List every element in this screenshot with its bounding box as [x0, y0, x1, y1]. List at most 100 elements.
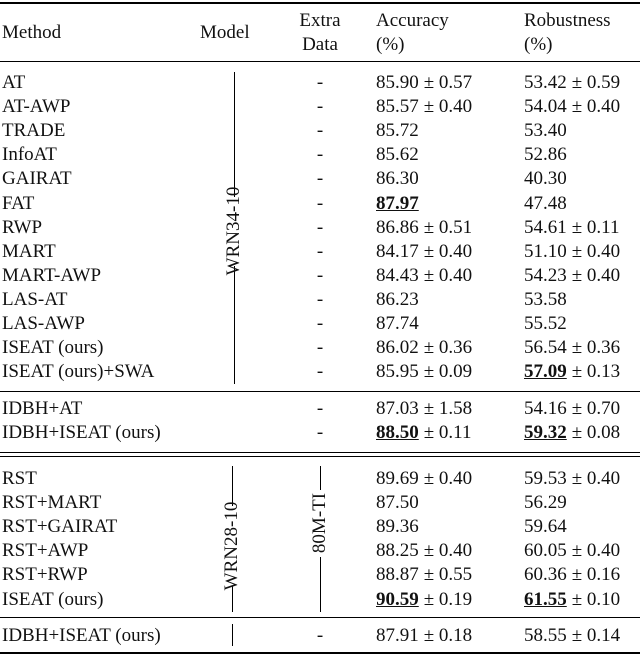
accuracy-cell: 88.87 ± 0.55 — [376, 564, 472, 586]
accuracy-cell: 86.23 — [376, 289, 419, 311]
top-rule — [0, 2, 640, 4]
method-cell: LAS-AWP — [2, 313, 85, 334]
text: ± 0.40 — [423, 264, 473, 286]
text: ± 0.51 — [423, 216, 473, 238]
text: ± 0.36 — [423, 337, 473, 359]
extra-cell: - — [316, 337, 324, 359]
robustness-cell: 60.05 ± 0.40 — [524, 540, 620, 562]
robustness-cell: 60.36 ± 0.16 — [524, 564, 620, 586]
text: 55.52 — [524, 313, 567, 334]
extra-cell: - — [316, 313, 324, 334]
robustness-cell: 54.23 ± 0.40 — [524, 265, 620, 287]
accuracy-cell: 86.86 ± 0.51 — [376, 217, 472, 239]
extra-cell: - — [316, 625, 324, 646]
method-cell: AT-AWP — [2, 96, 71, 118]
text: ± 0.40 — [423, 468, 473, 489]
accuracy-cell: 85.90 ± 0.57 — [376, 72, 472, 94]
text: 59.53 — [524, 468, 567, 489]
robustness-cell: 56.54 ± 0.36 — [524, 337, 620, 359]
text: 89.36 — [376, 516, 419, 538]
accuracy-cell: 84.43 ± 0.40 — [376, 265, 472, 287]
text: 59.64 — [524, 516, 567, 538]
text: 59.32 — [524, 422, 567, 444]
text: 86.02 — [376, 337, 419, 359]
header-accuracy: Accuracy — [376, 10, 449, 31]
extra-label: 80M-TI — [309, 492, 330, 554]
header-model: Model — [200, 22, 250, 43]
method-cell: IDBH+ISEAT (ours) — [2, 422, 161, 444]
robustness-cell: 59.32 ± 0.08 — [524, 422, 620, 444]
text: ± 0.40 — [423, 96, 473, 118]
header-method: Method — [2, 22, 62, 43]
text: ± 0.09 — [423, 361, 473, 383]
extra-cell: - — [316, 144, 324, 166]
accuracy-cell: 89.36 — [376, 516, 419, 538]
robustness-cell: 52.86 — [524, 144, 567, 166]
text: 60.05 — [524, 540, 567, 562]
text: 56.54 — [524, 337, 567, 359]
text: ± 1.58 — [423, 398, 473, 419]
model-label: WRN34-10 — [223, 186, 244, 276]
accuracy-cell: 86.30 — [376, 168, 419, 190]
method-cell: ISEAT (ours) — [2, 588, 104, 610]
accuracy-cell: 87.91 ± 0.18 — [376, 625, 472, 647]
method-cell: RST+AWP — [2, 540, 89, 562]
robustness-cell: 58.55 ± 0.14 — [524, 625, 620, 647]
header-extra: Extra — [299, 10, 341, 31]
method-cell: RST — [2, 468, 37, 489]
robustness-cell: 53.40 — [524, 120, 567, 142]
robustness-cell: 54.04 ± 0.40 — [524, 96, 620, 118]
text: ± 0.16 — [571, 564, 621, 586]
text: ± 0.40 — [571, 264, 621, 286]
text: 84.17 — [376, 240, 419, 262]
text: ± 0.70 — [571, 398, 621, 419]
robustness-cell: 55.52 — [524, 313, 567, 335]
extra-cell: - — [316, 264, 324, 286]
text: ± 0.40 — [423, 240, 473, 262]
text: 85.57 — [376, 96, 419, 118]
accuracy-cell: 85.62 — [376, 144, 419, 166]
text: ± 0.08 — [571, 422, 621, 444]
text: 53.42 — [524, 72, 567, 93]
text: 85.62 — [376, 144, 419, 166]
model-label: WRN28-10 — [221, 501, 242, 591]
extra-cell: - — [316, 168, 324, 190]
text: 51.10 — [524, 240, 567, 262]
robustness-cell: 40.30 — [524, 168, 567, 190]
robustness-cell: 54.16 ± 0.70 — [524, 398, 620, 420]
text: 61.55 — [524, 588, 567, 610]
model-bracket — [232, 624, 233, 646]
robustness-cell: 47.48 — [524, 193, 567, 215]
text: 54.23 — [524, 264, 567, 286]
accuracy-cell: 87.03 ± 1.58 — [376, 398, 472, 420]
text: 85.95 — [376, 361, 419, 383]
text: 86.30 — [376, 168, 419, 190]
text: 53.40 — [524, 120, 567, 142]
text: 89.69 — [376, 468, 419, 489]
section-rule — [0, 456, 640, 457]
accuracy-cell: 90.59 ± 0.19 — [376, 589, 472, 611]
robustness-cell: 53.42 ± 0.59 — [524, 72, 620, 94]
accuracy-cell: 88.25 ± 0.40 — [376, 540, 472, 562]
text: ± 0.40 — [571, 540, 621, 562]
text: ± 0.14 — [571, 625, 621, 646]
method-cell: IDBH+ISEAT (ours) — [2, 625, 161, 646]
accuracy-cell: 87.50 — [376, 492, 419, 514]
model-bracket — [234, 266, 235, 384]
text: 87.91 — [376, 625, 419, 646]
extra-cell: - — [316, 240, 324, 262]
header-robustness: (%) — [524, 34, 553, 55]
accuracy-cell: 87.97 — [376, 193, 419, 215]
model-bracket — [232, 466, 233, 506]
robustness-cell: 53.58 — [524, 289, 567, 311]
text: ± 0.57 — [423, 72, 473, 93]
text: 87.97 — [376, 192, 419, 214]
text: 87.50 — [376, 492, 419, 514]
text: ± 0.13 — [571, 361, 621, 383]
bottom-rule — [0, 652, 640, 654]
method-cell: ISEAT (ours)+SWA — [2, 361, 155, 383]
text: ± 0.40 — [571, 96, 621, 118]
extra-bracket — [320, 557, 321, 612]
text: ± 0.36 — [571, 337, 621, 359]
